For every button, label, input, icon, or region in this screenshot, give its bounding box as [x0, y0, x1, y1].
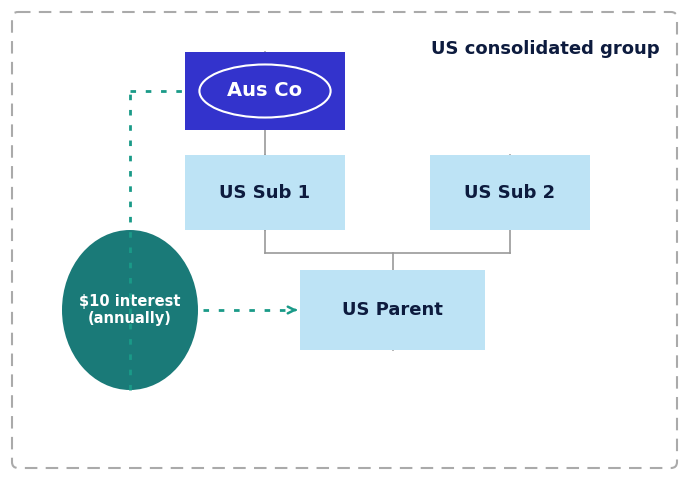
FancyBboxPatch shape — [185, 52, 345, 130]
Text: US consolidated group: US consolidated group — [431, 40, 660, 58]
FancyBboxPatch shape — [12, 12, 677, 468]
Text: $10 interest
(annually): $10 interest (annually) — [79, 294, 181, 326]
Text: US Parent: US Parent — [342, 301, 443, 319]
FancyBboxPatch shape — [300, 270, 485, 350]
Ellipse shape — [62, 230, 198, 390]
FancyBboxPatch shape — [430, 155, 590, 230]
FancyBboxPatch shape — [185, 155, 345, 230]
Text: Aus Co: Aus Co — [227, 82, 302, 100]
Text: US Sub 1: US Sub 1 — [219, 183, 311, 202]
Text: US Sub 2: US Sub 2 — [464, 183, 555, 202]
